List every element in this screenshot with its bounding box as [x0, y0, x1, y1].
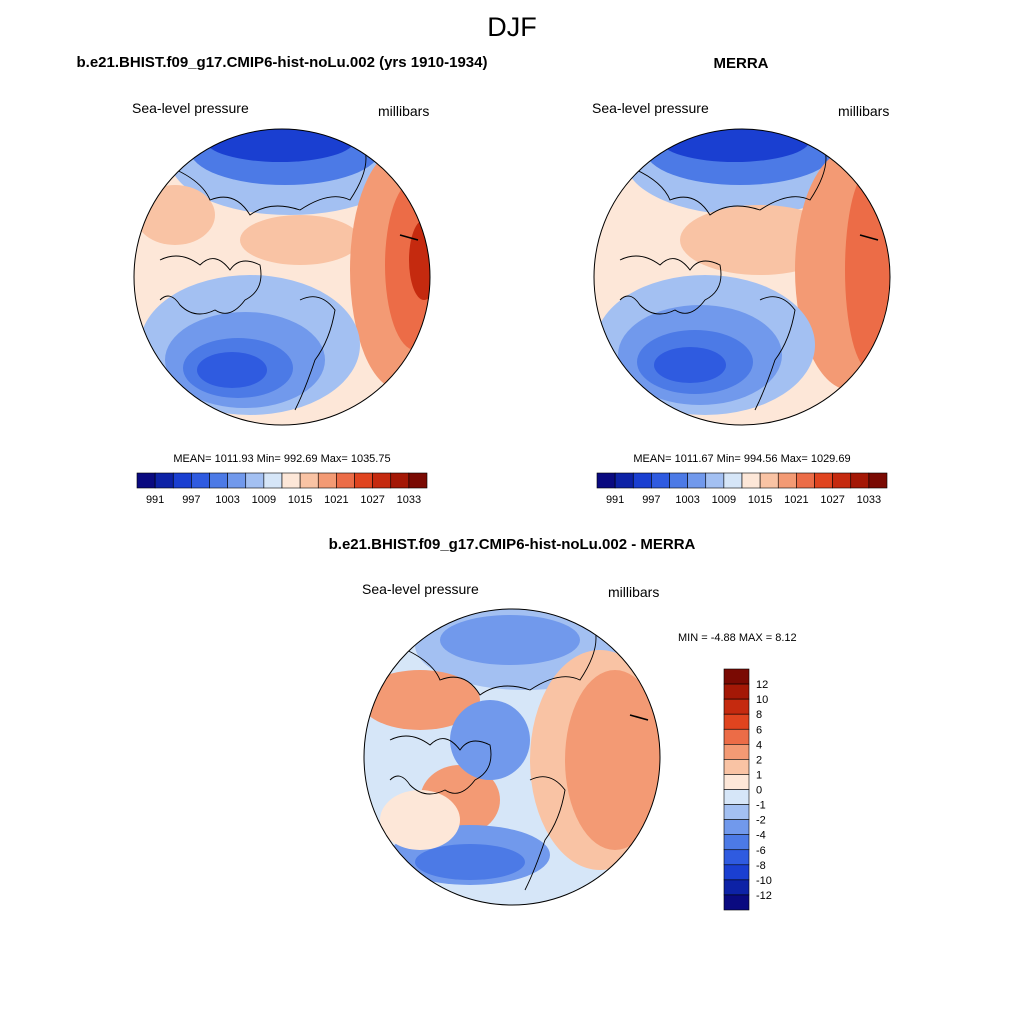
- panel3-colorbar-tick-label: 2: [756, 754, 762, 766]
- panel3-colorbar-tick-label: -4: [756, 830, 766, 842]
- panel2-variable-label: Sea-level pressure: [592, 100, 709, 116]
- panel3-colorbar-tick-label: 4: [756, 739, 762, 751]
- panel1-colorbar-swatch: [408, 472, 428, 489]
- panel3-colorbar-swatch: [723, 774, 750, 790]
- panel2-colorbar-swatch: [669, 472, 688, 489]
- panel2-colorbar-swatch: [614, 472, 634, 489]
- panel1-title: b.e21.BHIST.f09_g17.CMIP6-hist-noLu.002 …: [76, 54, 488, 71]
- panel3-colorbar-tick-label: 8: [756, 709, 762, 721]
- panel1-colorbar-swatch: [154, 472, 174, 489]
- panel3-colorbar-swatch: [723, 819, 750, 835]
- panel3-colorbar-tick-label: 12: [756, 679, 768, 691]
- panel1-colorbar-swatch: [281, 472, 301, 489]
- panel1-colorbar-swatch: [263, 472, 283, 489]
- panel2-colorbar: 991 997 1003 1009 1015 1021 1027 1033: [596, 472, 888, 506]
- panel1-colorbar-swatch: [299, 472, 319, 489]
- panel2-colorbar-swatch: [814, 472, 833, 489]
- panel2-colorbar-swatch: [741, 472, 761, 489]
- panel1-colorbar-swatch: [354, 472, 373, 489]
- panel2-map: [593, 128, 891, 426]
- panel1-colorbar-swatch: [317, 472, 337, 489]
- panel1-colorbar-tick-label: 1033: [397, 494, 421, 506]
- panel3-variable-label: Sea-level pressure: [362, 581, 479, 597]
- panel1-colorbar-tick-label: 1021: [324, 494, 348, 506]
- panel1-colorbar-swatch: [227, 472, 247, 489]
- panel1-colorbar-swatch: [172, 472, 192, 489]
- panel2-colorbar-tick-label: 997: [642, 494, 660, 506]
- panel2-colorbar-swatch: [777, 472, 797, 489]
- panel2-colorbar-swatch: [687, 472, 707, 489]
- panel1-colorbar-swatch: [191, 472, 210, 489]
- panel3-units-label: millibars: [608, 584, 660, 600]
- panel2-colorbar-swatch: [705, 472, 725, 489]
- panel2-colorbar-tick-label: 991: [606, 494, 624, 506]
- figure-title: DJF: [487, 12, 537, 42]
- panel1-colorbar-tick-label: 991: [146, 494, 164, 506]
- panel2-colorbar-tick-label: 1009: [712, 494, 736, 506]
- panel1-colorbar-tick-label: 1015: [288, 494, 312, 506]
- panel3-stats: MIN = -4.88 MAX = 8.12: [678, 632, 797, 644]
- panel3-colorbar-tick-label: -8: [756, 860, 766, 872]
- panel3-map: [363, 608, 661, 906]
- panel3-colorbar-swatch: [723, 849, 750, 866]
- panel3-colorbar-swatch: [723, 894, 750, 911]
- panel2-units-label: millibars: [838, 103, 890, 119]
- panel3-colorbar-tick-label: 1: [756, 769, 762, 781]
- panel2-colorbar-swatch: [796, 472, 815, 489]
- panel2-colorbar-swatch: [651, 472, 670, 489]
- panel1-colorbar-swatch: [390, 472, 410, 489]
- panel1-colorbar-swatch: [372, 472, 392, 489]
- panel3-colorbar-swatch: [723, 668, 750, 685]
- panel3-title: b.e21.BHIST.f09_g17.CMIP6-hist-noLu.002 …: [328, 536, 696, 553]
- panel1-colorbar: 991 997 1003 1009 1015 1021 1027 1033: [136, 472, 428, 506]
- panel1-units-label: millibars: [378, 103, 430, 119]
- panel1-colorbar-swatch: [336, 472, 355, 489]
- panel3-colorbar-swatch: [723, 698, 750, 715]
- panel2-colorbar-tick-label: 1027: [820, 494, 844, 506]
- panel3-colorbar-swatch: [723, 713, 750, 730]
- panel3-colorbar-tick-label: 0: [756, 785, 762, 797]
- panel3-colorbar-tick-label: 6: [756, 724, 762, 736]
- panel1-map: [133, 128, 431, 426]
- panel1-colorbar-tick-label: 1009: [252, 494, 276, 506]
- panel1-variable-label: Sea-level pressure: [132, 100, 249, 116]
- panel3-colorbar-swatch: [723, 728, 750, 745]
- panel2-colorbar-swatch: [723, 472, 743, 489]
- panel2-colorbar-swatch: [850, 472, 870, 489]
- panel3-colorbar-swatch: [723, 879, 750, 896]
- panel2-colorbar-tick-label: 1015: [748, 494, 772, 506]
- panel3-colorbar-swatch: [723, 683, 750, 700]
- panel3-colorbar-swatch: [723, 759, 750, 775]
- panel2-title: MERRA: [713, 55, 769, 72]
- panel1-colorbar-tick-label: 1003: [215, 494, 239, 506]
- panel3-colorbar-swatch: [723, 789, 750, 805]
- panel3-colorbar-tick-label: -12: [756, 890, 772, 902]
- panel2-colorbar-tick-label: 1021: [784, 494, 808, 506]
- panel2-colorbar-swatch: [868, 472, 888, 489]
- panel3-colorbar-tick-label: 10: [756, 694, 768, 706]
- panel1-colorbar-swatch: [245, 472, 265, 489]
- panel2-colorbar-tick-label: 1033: [857, 494, 881, 506]
- panel1-colorbar-swatch: [209, 472, 228, 489]
- panel2-stats: MEAN= 1011.67 Min= 994.56 Max= 1029.69: [633, 453, 851, 465]
- panel3-colorbar-tick-label: -1: [756, 800, 766, 812]
- panel1-colorbar-tick-label: 997: [182, 494, 200, 506]
- panel1-colorbar-swatch: [136, 472, 156, 489]
- panel3-colorbar-tick-label: -10: [756, 875, 772, 887]
- panel2-colorbar-swatch: [759, 472, 779, 489]
- panel3-colorbar-tick-label: -6: [756, 845, 766, 857]
- panel2-colorbar-tick-label: 1003: [675, 494, 699, 506]
- panel2-colorbar-swatch: [632, 472, 652, 489]
- panel1-stats: MEAN= 1011.93 Min= 992.69 Max= 1035.75: [173, 453, 391, 465]
- panel3-colorbar-swatch: [723, 744, 750, 760]
- panel3-colorbar-swatch: [723, 804, 750, 820]
- panel1-colorbar-tick-label: 1027: [360, 494, 384, 506]
- panel2-colorbar-swatch: [596, 472, 616, 489]
- panel3-colorbar-swatch: [723, 834, 750, 851]
- panel2-colorbar-swatch: [832, 472, 852, 489]
- panel3-colorbar-swatch: [723, 864, 750, 881]
- panel3-colorbar-tick-label: -2: [756, 815, 766, 827]
